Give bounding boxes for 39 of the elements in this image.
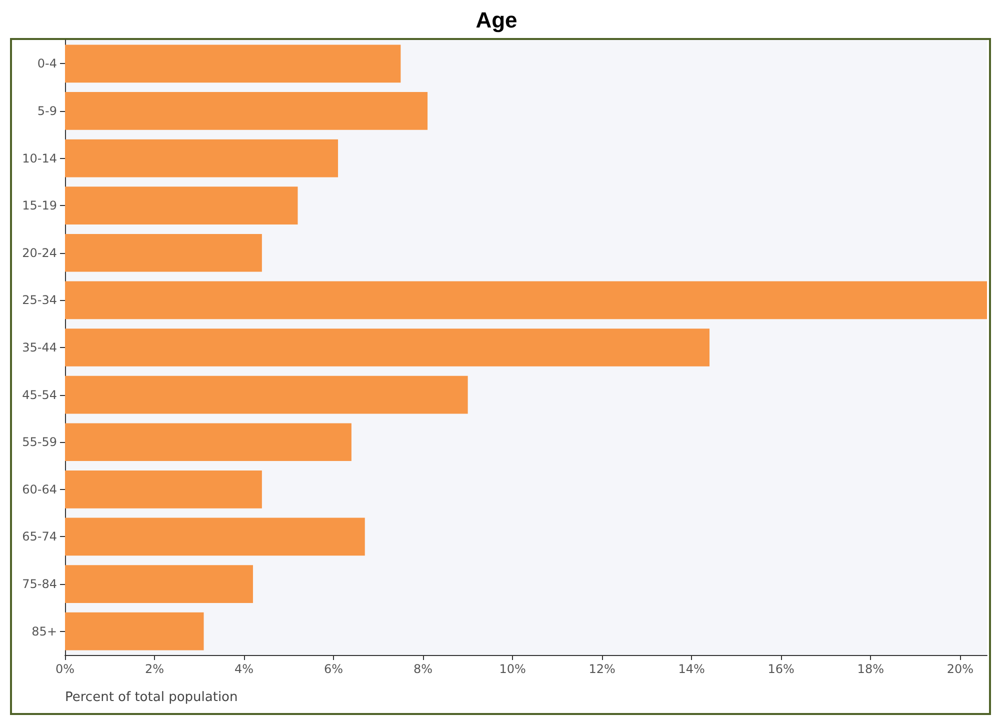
y-tick-label: 15-19	[22, 198, 57, 213]
bar	[65, 565, 253, 603]
x-tick-label: 14%	[678, 662, 705, 676]
x-tick-label: 2%	[144, 662, 164, 676]
y-tick-label: 20-24	[22, 246, 57, 260]
x-tick-label: 20%	[946, 662, 974, 676]
bar	[65, 612, 204, 650]
x-axis-title: Percent of total population	[65, 690, 238, 705]
y-tick-label: 55-59	[22, 435, 57, 450]
x-tick-label: 0%	[55, 662, 75, 676]
y-tick-label: 5-9	[37, 104, 57, 118]
y-tick-label: 10-14	[22, 151, 57, 166]
y-tick-label: 65-74	[22, 530, 57, 544]
x-tick-label: 16%	[768, 662, 794, 676]
x-tick-label: 10%	[499, 662, 526, 676]
bar	[65, 423, 352, 462]
y-tick-label: 25-34	[22, 293, 57, 308]
y-tick-label: 0-4	[37, 56, 57, 71]
y-tick-label: 45-54	[22, 388, 57, 402]
bar	[65, 44, 401, 83]
x-tick-label: 6%	[324, 662, 344, 676]
chart-title: Age	[476, 8, 518, 32]
x-tick-label: 12%	[588, 662, 616, 676]
y-tick-label: 75-84	[22, 577, 57, 592]
y-tick-label: 35-44	[22, 340, 57, 354]
bar	[65, 470, 262, 508]
bar	[65, 518, 365, 556]
x-tick-label: 8%	[414, 662, 433, 676]
y-tick-label: 85+	[32, 624, 57, 638]
x-tick-label: 18%	[857, 662, 884, 676]
bar	[65, 328, 710, 366]
bar	[65, 376, 468, 414]
bar	[65, 92, 428, 130]
bar	[65, 281, 987, 320]
bar	[65, 186, 298, 224]
bar	[65, 139, 338, 178]
bar	[65, 234, 262, 272]
x-tick-label: 4%	[234, 662, 254, 676]
y-tick-label: 60-64	[22, 482, 57, 496]
